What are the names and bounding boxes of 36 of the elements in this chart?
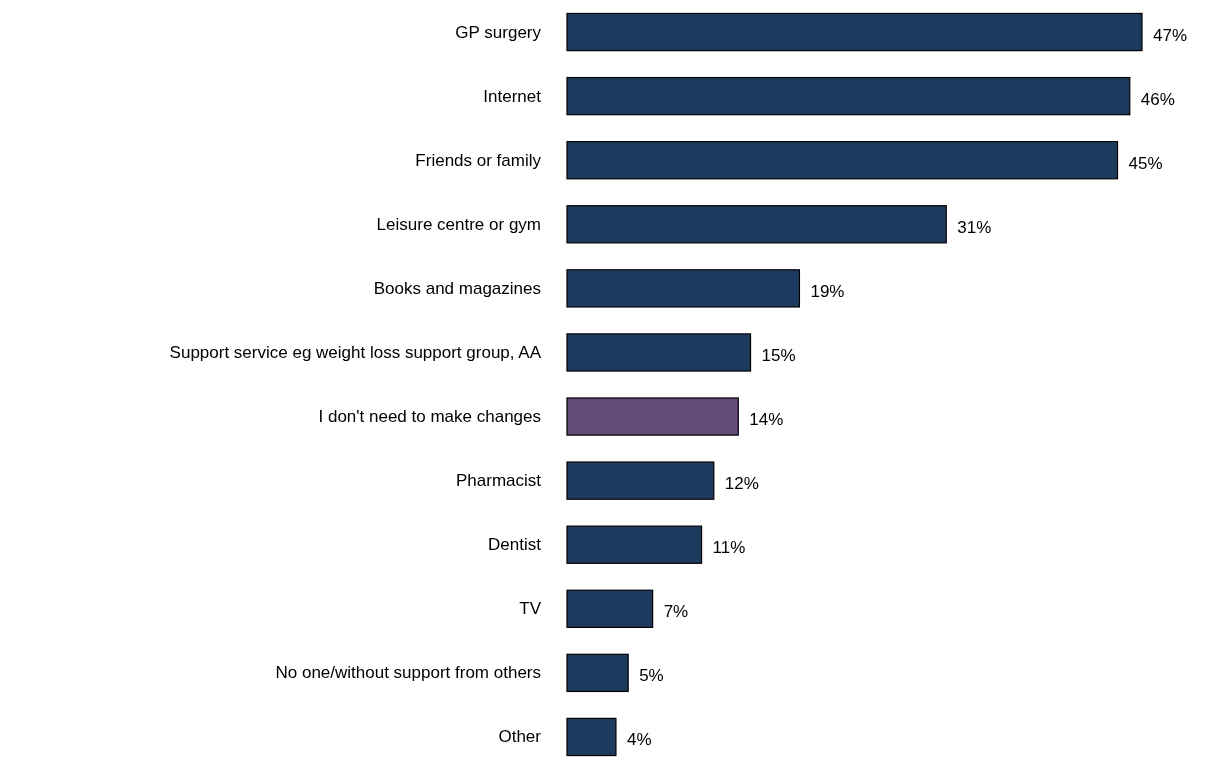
- y-tick-label: Pharmacist: [455, 471, 542, 491]
- y-tick-label: Books and magazines: [373, 278, 541, 298]
- bar: [566, 76, 1131, 116]
- y-tick-label: GP surgery: [455, 22, 542, 42]
- data-label: 45%: [1128, 153, 1163, 173]
- bar: [566, 141, 1119, 180]
- data-label: 4%: [626, 730, 652, 750]
- bar: [566, 269, 801, 308]
- data-label: 47%: [1153, 25, 1188, 45]
- bar: [566, 717, 617, 757]
- y-tick-label: Internet: [483, 86, 542, 106]
- y-tick-label: Support service eg weight loss support group, AA: [169, 342, 542, 362]
- data-label: 14%: [749, 410, 784, 430]
- bar: [566, 653, 629, 693]
- data-label: 11%: [712, 538, 746, 558]
- y-tick-label: TV: [519, 599, 542, 619]
- bar: [566, 525, 703, 564]
- data-label: 15%: [761, 345, 796, 365]
- bar: [566, 461, 715, 500]
- bar: [566, 397, 739, 436]
- bar: [566, 333, 752, 372]
- data-label: 19%: [810, 281, 845, 301]
- y-tick-label: Dentist: [488, 535, 542, 555]
- data-label: 31%: [957, 217, 992, 237]
- data-label: 5%: [639, 666, 664, 686]
- data-label: 12%: [724, 474, 759, 494]
- y-tick-label: Leisure centre or gym: [376, 214, 541, 234]
- y-tick-label: No one/without support from others: [275, 663, 541, 683]
- bar: [566, 12, 1143, 52]
- y-tick-label: Friends or family: [415, 150, 542, 170]
- data-label: 7%: [663, 602, 689, 622]
- bar: [566, 589, 654, 628]
- y-tick-label: Other: [498, 727, 542, 747]
- y-tick-label: I don't need to make changes: [318, 407, 541, 427]
- data-label: 46%: [1140, 89, 1175, 109]
- bar: [566, 205, 947, 244]
